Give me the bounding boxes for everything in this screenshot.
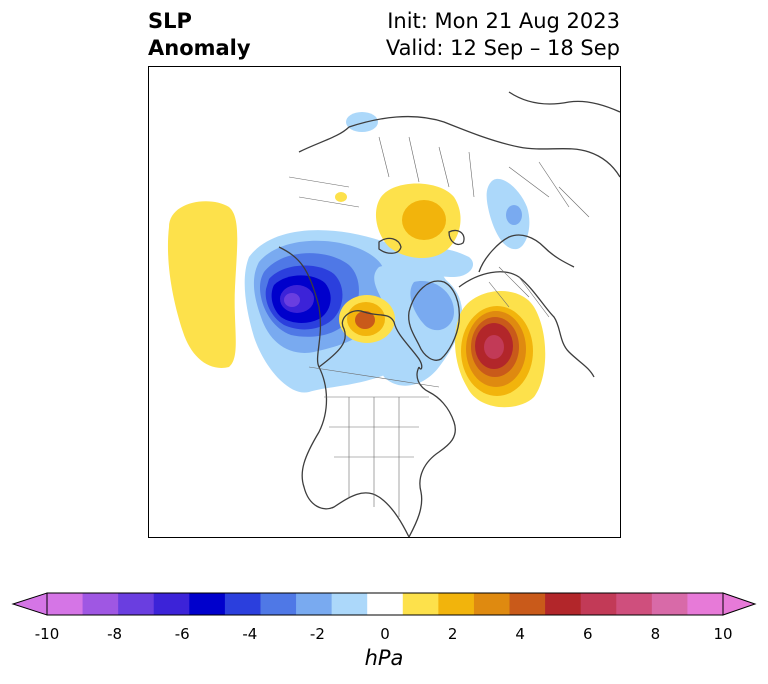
anomaly-arctic-neg-2: [410, 281, 454, 331]
colorbar-swatch: [616, 593, 653, 615]
colorbar-tick-label: -2: [309, 625, 325, 643]
colorbar-tick-label: -10: [34, 625, 60, 643]
colorbar-tick-label: -4: [242, 625, 258, 643]
colorbar-swatch: [438, 593, 475, 615]
anomaly-atlantic-pos-6: [484, 335, 504, 359]
colorbar-under-arrow: [11, 592, 48, 616]
colorbar-swatch: [189, 593, 226, 615]
colorbar-swatch: [473, 593, 511, 615]
title-variable-sub: Anomaly: [148, 36, 251, 60]
anomaly-alaska-neg-7: [284, 293, 300, 307]
colorbar-unit: hPa: [364, 646, 404, 670]
colorbar-over-arrow: [722, 592, 757, 616]
colorbar-swatch: [118, 593, 155, 615]
colorbar-swatch: [296, 593, 333, 615]
colorbar-swatch: [402, 593, 439, 615]
anomaly-fills: [167, 112, 546, 408]
anomaly-greenland-pos: [335, 192, 347, 202]
colorbar-swatch: [224, 593, 261, 615]
colorbar-swatch: [153, 593, 190, 615]
colorbar-swatch: [687, 593, 724, 615]
colorbar-tick-label: 6: [583, 625, 593, 643]
boundaries: [288, 136, 590, 517]
anomaly-russia-neg-inner: [506, 205, 522, 225]
colorbar-swatch: [509, 593, 546, 615]
colorbar-tick-label: 8: [650, 625, 661, 643]
colorbar-tick-label: 0: [380, 625, 390, 643]
colorbar-swatch: [545, 593, 582, 615]
title-valid-range: Valid: 12 Sep – 18 Sep: [385, 36, 620, 60]
colorbar-swatch: [580, 593, 617, 615]
colorbar-tick-label: 4: [515, 625, 525, 643]
colorbar-swatch: [651, 593, 688, 615]
colorbar-tick-label: -6: [174, 625, 190, 643]
colorbar-tick-label: -8: [107, 625, 123, 643]
title-variable: SLP: [148, 9, 192, 33]
colorbar-swatch: [47, 593, 84, 615]
anomaly-hudson-pos-3: [355, 311, 375, 329]
title-init-date: Init: Mon 21 Aug 2023: [387, 9, 620, 33]
anomaly-europe-pos-2: [402, 200, 446, 240]
colorbar-frame: [46, 592, 724, 616]
colorbar-swatch: [367, 593, 404, 615]
map-canvas: [167, 91, 620, 537]
colorbar-tick-label: 10: [713, 625, 733, 643]
coastlines: [278, 91, 620, 537]
chart-title-left: SLP Anomaly: [148, 8, 251, 62]
colorbar-swatch: [260, 593, 297, 615]
anomaly-map: [148, 66, 621, 538]
colorbar-tick-label: 2: [447, 625, 458, 643]
chart-title-right: Init: Mon 21 Aug 2023 Valid: 12 Sep – 18…: [386, 8, 620, 62]
colorbar-swatch: [331, 593, 368, 615]
anomaly-north-pacific-positive: [167, 201, 238, 368]
anomaly-siberia-neg: [346, 112, 378, 132]
colorbar-swatch: [82, 593, 119, 615]
colorbar: [11, 592, 757, 616]
